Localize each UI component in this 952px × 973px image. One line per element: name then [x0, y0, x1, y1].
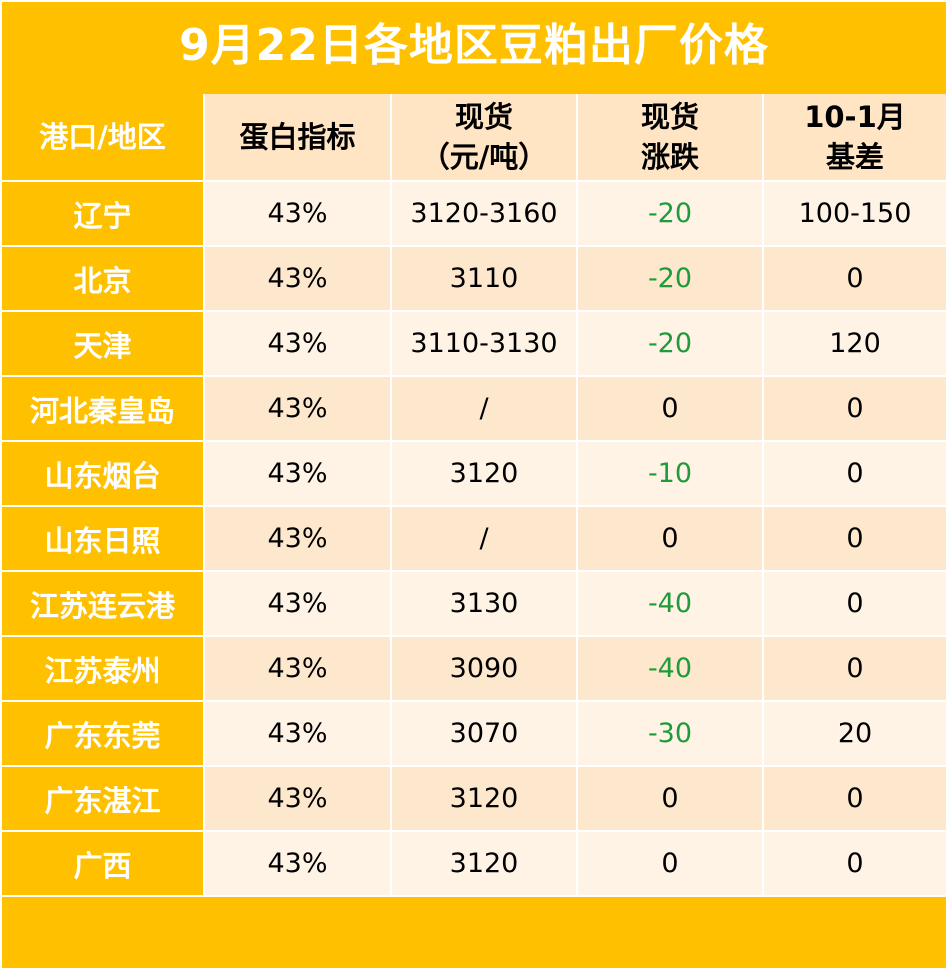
protein-cell: 43%	[204, 246, 392, 312]
protein-cell: 43%	[204, 636, 392, 702]
basis-cell: 0	[763, 441, 946, 507]
table-row: 广东湛江 43% 3120 0 0	[2, 766, 946, 832]
protein-cell: 43%	[204, 506, 392, 572]
protein-cell: 43%	[204, 181, 392, 247]
region-cell: 广东东莞	[2, 701, 205, 767]
protein-cell: 43%	[204, 376, 392, 442]
region-cell: 辽宁	[2, 181, 205, 247]
table-row: 山东日照 43%/0 0	[2, 506, 946, 572]
spot-price-cell: 3120	[391, 766, 578, 832]
table-row: 北京 43% 3110 -20 0	[2, 246, 946, 312]
column-header-spot-price-line1: 现货	[454, 100, 513, 134]
spot-price-cell: 3120	[391, 441, 578, 507]
region-cell: 广西	[2, 831, 205, 897]
table-header-row: 港口/地区 蛋白指标 现货 （元/吨） 现货 涨跌 10-1月 基差	[2, 94, 946, 182]
column-header-basis-line2: 基差	[825, 140, 884, 174]
spot-price-cell: 3110	[391, 246, 578, 312]
basis-cell: 100-150	[763, 181, 946, 247]
spot-change-cell: 0	[577, 506, 764, 572]
protein-cell: 43%	[204, 441, 392, 507]
protein-cell: 43%	[204, 311, 392, 377]
column-header-region-label: 港口/地区	[39, 120, 166, 154]
spot-price-cell: 3120-3160	[391, 181, 578, 247]
region-cell: 山东烟台	[2, 441, 205, 507]
table-body: 辽宁 43% 3120-3160 -20 100-150 北京 43% 3110 -20 0 天津 4…	[2, 181, 946, 897]
column-header-protein-label: 蛋白指标	[239, 120, 356, 154]
basis-cell: 0	[763, 376, 946, 442]
basis-cell: 0	[763, 766, 946, 832]
region-cell: 广东湛江	[2, 766, 205, 832]
column-header-spot-change-line2: 涨跌	[640, 140, 699, 174]
table-row: 江苏连云港 43% 3130 -40 0	[2, 571, 946, 637]
protein-cell: 43%	[204, 766, 392, 832]
column-header-region: 港口/地区	[2, 94, 205, 182]
spot-price-cell: /	[391, 506, 578, 572]
region-cell: 山东日照	[2, 506, 205, 572]
region-cell: 河北秦皇岛	[2, 376, 205, 442]
region-cell: 江苏连云港	[2, 571, 205, 637]
column-header-basis: 10-1月 基差	[763, 94, 946, 182]
spot-change-cell: -10	[577, 441, 764, 507]
region-cell: 江苏泰州	[2, 636, 205, 702]
spot-price-cell: 3120	[391, 831, 578, 897]
column-header-basis-line1: 10-1月	[804, 100, 906, 134]
spot-change-cell: -20	[577, 311, 764, 377]
table-row: 江苏泰州 43% 3090 -40 0	[2, 636, 946, 702]
basis-cell: 0	[763, 831, 946, 897]
spot-price-cell: 3070	[391, 701, 578, 767]
column-header-spot-price: 现货 （元/吨）	[391, 94, 578, 182]
protein-cell: 43%	[204, 701, 392, 767]
spot-change-cell: 0	[577, 376, 764, 442]
price-table: 港口/地区 蛋白指标 现货 （元/吨） 现货 涨跌 10-1月 基差	[2, 94, 946, 897]
column-header-spot-change: 现货 涨跌	[577, 94, 764, 182]
protein-cell: 43%	[204, 571, 392, 637]
footer-bar	[2, 897, 946, 968]
spot-change-cell: 0	[577, 831, 764, 897]
spot-change-cell: -20	[577, 246, 764, 312]
basis-cell: 120	[763, 311, 946, 377]
spot-change-cell: -20	[577, 181, 764, 247]
protein-cell: 43%	[204, 831, 392, 897]
basis-cell: 0	[763, 246, 946, 312]
table-row: 广东东莞 43% 3070 -30 20	[2, 701, 946, 767]
region-cell: 北京	[2, 246, 205, 312]
spot-change-cell: 0	[577, 766, 764, 832]
spot-price-cell: 3090	[391, 636, 578, 702]
spot-price-cell: /	[391, 376, 578, 442]
column-header-protein: 蛋白指标	[204, 94, 392, 182]
column-header-spot-price-line2: （元/吨）	[420, 140, 548, 174]
basis-cell: 0	[763, 506, 946, 572]
table-row: 广西 43% 3120 0 0	[2, 831, 946, 897]
spot-change-cell: -40	[577, 636, 764, 702]
basis-cell: 20	[763, 701, 946, 767]
table-row: 山东烟台 43% 3120 -10 0	[2, 441, 946, 507]
table-row: 辽宁 43% 3120-3160 -20 100-150	[2, 181, 946, 247]
table-row: 河北秦皇岛 43%/0 0	[2, 376, 946, 442]
table-row: 天津 43% 3110-3130 -20 120	[2, 311, 946, 377]
basis-cell: 0	[763, 636, 946, 702]
spot-change-cell: -40	[577, 571, 764, 637]
spot-change-cell: -30	[577, 701, 764, 767]
column-header-spot-change-line1: 现货	[640, 100, 699, 134]
table-title: 9月22日各地区豆粕出厂价格	[179, 20, 769, 71]
basis-cell: 0	[763, 571, 946, 637]
spot-price-cell: 3110-3130	[391, 311, 578, 377]
region-cell: 天津	[2, 311, 205, 377]
spot-price-cell: 3130	[391, 571, 578, 637]
